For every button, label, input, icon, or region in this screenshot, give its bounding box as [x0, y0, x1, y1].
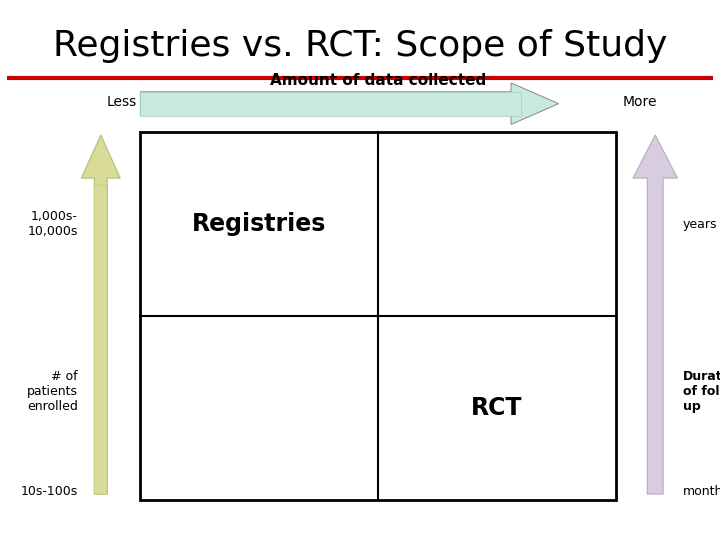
Bar — [94, 185, 107, 494]
Text: RCT: RCT — [471, 396, 523, 420]
Text: Duration
of follow-
up: Duration of follow- up — [683, 370, 720, 413]
FancyArrow shape — [633, 135, 678, 494]
FancyArrow shape — [140, 83, 559, 124]
Bar — [140, 92, 521, 116]
FancyArrow shape — [81, 135, 120, 494]
Text: More: More — [623, 95, 657, 109]
Bar — [140, 132, 616, 500]
Text: Registries vs. RCT: Scope of Study: Registries vs. RCT: Scope of Study — [53, 29, 667, 63]
Text: years: years — [683, 218, 717, 231]
Text: 1,000s-
10,000s: 1,000s- 10,000s — [27, 210, 78, 238]
Text: Less: Less — [107, 95, 137, 109]
Text: Registries: Registries — [192, 212, 326, 236]
Text: 10s-100s: 10s-100s — [20, 485, 78, 498]
Text: Amount of data collected: Amount of data collected — [270, 73, 486, 89]
Text: # of
patients
enrolled: # of patients enrolled — [27, 370, 78, 413]
Text: months: months — [683, 485, 720, 498]
